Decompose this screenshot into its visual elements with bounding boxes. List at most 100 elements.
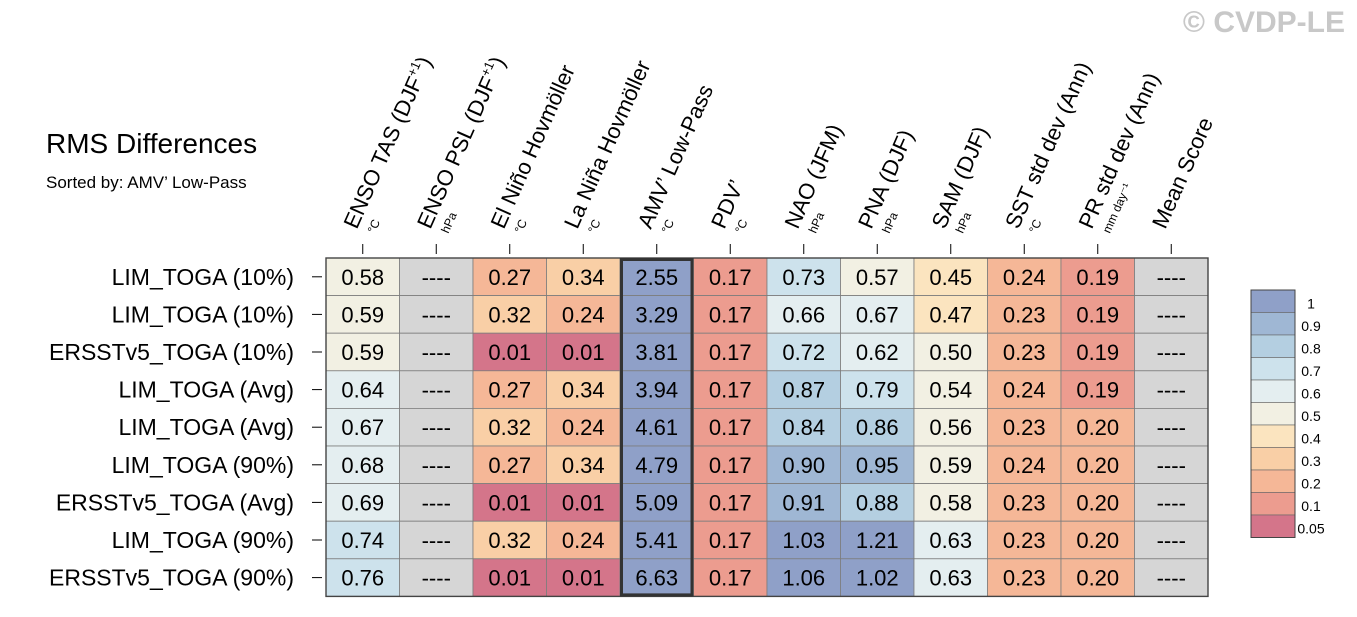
heatmap-cell	[399, 445, 474, 484]
heatmap-cell	[913, 295, 988, 334]
heatmap-cell	[693, 332, 768, 372]
heatmap-cell	[546, 520, 621, 560]
heatmap-cell	[987, 520, 1062, 560]
cell-value-label: 0.27	[488, 265, 531, 290]
cell-value-label: 0.01	[562, 490, 605, 515]
heatmap-cell	[546, 445, 621, 484]
cell-value-label: 0.01	[488, 340, 531, 365]
heatmap-cell	[693, 483, 768, 522]
heatmap-cell	[546, 332, 621, 372]
cell-value-label: 0.69	[341, 490, 384, 515]
chart-title: RMS Differences	[46, 128, 258, 159]
heatmap-cell	[1060, 445, 1135, 484]
heatmap-cell	[693, 558, 768, 597]
cell-value-label: 0.88	[856, 490, 899, 515]
heatmap-cell	[987, 407, 1062, 447]
colorbar-label: 0.5	[1301, 408, 1321, 424]
cell-value-label: 0.84	[782, 415, 825, 440]
heatmap-cell	[693, 370, 768, 409]
cell-value-label: 0.91	[782, 490, 825, 515]
row-label: LIM_TOGA (10%)	[112, 301, 294, 327]
cell-value-label: 0.72	[782, 340, 825, 365]
cell-value-label: 0.58	[341, 265, 384, 290]
cell-value-label: 0.24	[562, 528, 605, 553]
heatmap-cell	[1060, 558, 1135, 597]
cell-value-label: ----	[1157, 453, 1186, 478]
cell-value-label: 0.24	[562, 302, 605, 327]
colorbar-swatch	[1250, 447, 1296, 471]
colorbar-label: 0.1	[1301, 498, 1321, 514]
cell-value-label: 0.34	[562, 453, 605, 478]
cell-value-label: 1.02	[856, 566, 899, 591]
cell-value-label: ----	[1157, 340, 1186, 365]
row-label: LIM_TOGA (90%)	[112, 527, 294, 553]
heatmap-cell	[766, 370, 841, 409]
heatmap-cell	[693, 445, 768, 484]
heatmap-border	[325, 257, 1209, 598]
heatmap-cell	[399, 483, 474, 522]
heatmap-cell	[1060, 520, 1135, 560]
heatmap-cell	[399, 370, 474, 409]
colorbar-label: 0.4	[1301, 431, 1321, 447]
heatmap-cell	[546, 483, 621, 522]
column-unit-label: °C	[1026, 217, 1044, 235]
cell-value-label: 1.06	[782, 566, 825, 591]
heatmap-cell	[840, 520, 915, 560]
heatmap-cell	[325, 407, 400, 447]
cell-value-label: 4.61	[635, 415, 678, 440]
heatmap-cell	[840, 445, 915, 484]
cell-value-label: 0.27	[488, 453, 531, 478]
cell-value-label: 0.24	[562, 415, 605, 440]
colorbar-swatch	[1250, 424, 1296, 448]
heatmap-cell	[1060, 407, 1135, 447]
cell-value-label: 4.79	[635, 453, 678, 478]
cell-value-label: 0.17	[709, 528, 752, 553]
heatmap-cell	[987, 483, 1062, 522]
cell-value-label: 0.20	[1076, 528, 1119, 553]
heatmap-cell	[546, 558, 621, 597]
row-label: ERSSTv5_TOGA (Avg)	[56, 489, 294, 515]
heatmap-cell	[619, 407, 694, 447]
cell-value-label: 0.24	[1003, 378, 1046, 403]
cell-value-label: ----	[1157, 566, 1186, 591]
colorbar-border	[1250, 289, 1296, 538]
heatmap-cell	[472, 332, 547, 372]
heatmap-cell	[766, 445, 841, 484]
cell-value-label: ----	[1157, 528, 1186, 553]
heatmap-cell	[1134, 407, 1209, 447]
cell-value-label: 0.23	[1003, 566, 1046, 591]
colorbar-swatch	[1250, 492, 1296, 516]
cell-value-label: ----	[1157, 302, 1186, 327]
cell-value-label: 0.01	[562, 340, 605, 365]
cell-value-label: 0.17	[709, 415, 752, 440]
cell-value-label: 0.67	[856, 302, 899, 327]
colorbar-label: 0.8	[1301, 341, 1321, 357]
heatmap-cell	[913, 520, 988, 560]
cell-value-label: 0.86	[856, 415, 899, 440]
colorbar-label: 0.3	[1301, 453, 1321, 469]
cell-value-label: ----	[1157, 265, 1186, 290]
row-label: LIM_TOGA (10%)	[112, 264, 294, 290]
heatmap-cell	[325, 332, 400, 372]
cell-value-label: 0.45	[929, 265, 972, 290]
cell-value-label: ----	[422, 453, 451, 478]
heatmap-cell	[325, 445, 400, 484]
watermark: © CVDP-LE	[1182, 6, 1345, 39]
heatmap-cell	[325, 558, 400, 597]
cell-value-label: 0.17	[709, 340, 752, 365]
cell-value-label: ----	[422, 528, 451, 553]
colorbar-swatch	[1250, 357, 1296, 381]
heatmap-cell	[619, 295, 694, 334]
cell-value-label: 0.24	[1003, 265, 1046, 290]
heatmap-cell	[619, 520, 694, 560]
cell-value-label: 0.95	[856, 453, 899, 478]
cell-value-label: 0.17	[709, 566, 752, 591]
cell-value-label: 0.74	[341, 528, 384, 553]
heatmap-cell	[1134, 257, 1209, 296]
colorbar-label: 0.05	[1297, 521, 1324, 537]
cell-value-label: ----	[1157, 490, 1186, 515]
heatmap-cell	[619, 483, 694, 522]
colorbar-label: 0.6	[1301, 386, 1321, 402]
heatmap-cell	[840, 407, 915, 447]
